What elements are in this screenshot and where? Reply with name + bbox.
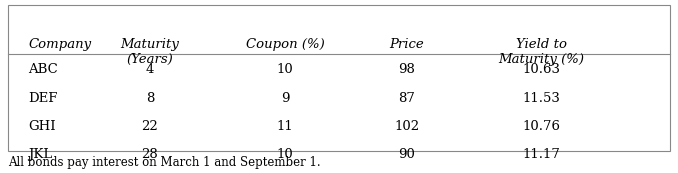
Text: DEF: DEF <box>28 92 58 105</box>
Text: 10.76: 10.76 <box>523 120 561 133</box>
Text: 28: 28 <box>142 148 158 161</box>
Text: 11.53: 11.53 <box>523 92 561 105</box>
Text: Coupon (%): Coupon (%) <box>245 38 324 51</box>
FancyBboxPatch shape <box>8 5 670 151</box>
Text: Price: Price <box>389 38 424 51</box>
Text: 4: 4 <box>146 63 154 76</box>
Text: 11.17: 11.17 <box>523 148 561 161</box>
Text: JKL: JKL <box>28 148 53 161</box>
Text: 9: 9 <box>281 92 290 105</box>
Text: 102: 102 <box>394 120 419 133</box>
Text: 90: 90 <box>398 148 415 161</box>
Text: 10: 10 <box>277 148 294 161</box>
Text: GHI: GHI <box>28 120 56 133</box>
Text: 10.63: 10.63 <box>523 63 561 76</box>
Text: All bonds pay interest on March 1 and September 1.: All bonds pay interest on March 1 and Se… <box>8 156 321 169</box>
Text: 10: 10 <box>277 63 294 76</box>
Text: Company: Company <box>28 38 92 51</box>
Text: 98: 98 <box>398 63 415 76</box>
Text: 22: 22 <box>142 120 158 133</box>
Text: ABC: ABC <box>28 63 58 76</box>
Text: 11: 11 <box>277 120 294 133</box>
Text: 87: 87 <box>398 92 415 105</box>
Text: 8: 8 <box>146 92 154 105</box>
Text: Maturity
(Years): Maturity (Years) <box>121 38 180 66</box>
Text: Yield to
Maturity (%): Yield to Maturity (%) <box>498 38 584 66</box>
